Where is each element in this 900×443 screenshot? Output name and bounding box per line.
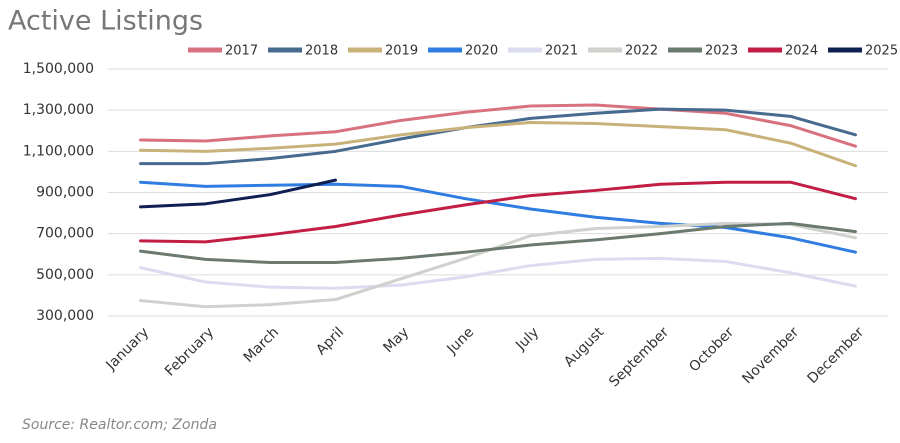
y-tick-label: 1,300,000 — [23, 102, 94, 118]
series-line — [139, 107, 857, 166]
legend-label: 2021 — [545, 44, 578, 59]
x-tick-label: August — [561, 324, 607, 370]
x-tick-label: November — [739, 324, 802, 387]
y-tick-label: 1,100,000 — [23, 143, 94, 159]
series-line — [139, 178, 337, 209]
series-line — [139, 180, 857, 244]
x-tick-label: May — [380, 324, 412, 356]
legend-label: 2018 — [305, 44, 338, 59]
series-line — [139, 256, 857, 290]
chart-title: Active Listings — [8, 6, 203, 37]
y-tick-label: 700,000 — [36, 226, 94, 242]
x-tick-label: July — [512, 324, 542, 354]
series-line — [139, 121, 857, 168]
y-tick-label: 500,000 — [36, 267, 94, 283]
source: Source: Realtor.com; Zonda — [22, 417, 217, 433]
series-line — [139, 180, 857, 254]
x-tick-label: September — [606, 324, 672, 390]
legend-label: 2023 — [705, 44, 738, 59]
x-tick-label: June — [444, 324, 478, 358]
x-tick-label: December — [805, 324, 868, 387]
legend-label: 2017 — [225, 44, 258, 59]
x-tick-label: March — [241, 324, 282, 365]
legend-label: 2024 — [785, 44, 818, 59]
x-tick-label: April — [313, 324, 347, 358]
legend-label: 2020 — [465, 44, 498, 59]
y-tick-label: 1,500,000 — [23, 61, 94, 77]
y-tick-label: 300,000 — [36, 308, 94, 324]
series-line — [139, 221, 857, 309]
series-line — [139, 221, 857, 264]
legend-label: 2019 — [385, 44, 418, 59]
legend-label: 2022 — [625, 44, 658, 59]
series-line — [139, 103, 857, 148]
legend-label: 2025 — [865, 44, 898, 59]
y-tick-label: 900,000 — [36, 185, 94, 201]
x-tick-label: October — [686, 324, 737, 375]
x-tick-label: January — [103, 324, 153, 374]
x-tick-label: February — [162, 324, 217, 379]
